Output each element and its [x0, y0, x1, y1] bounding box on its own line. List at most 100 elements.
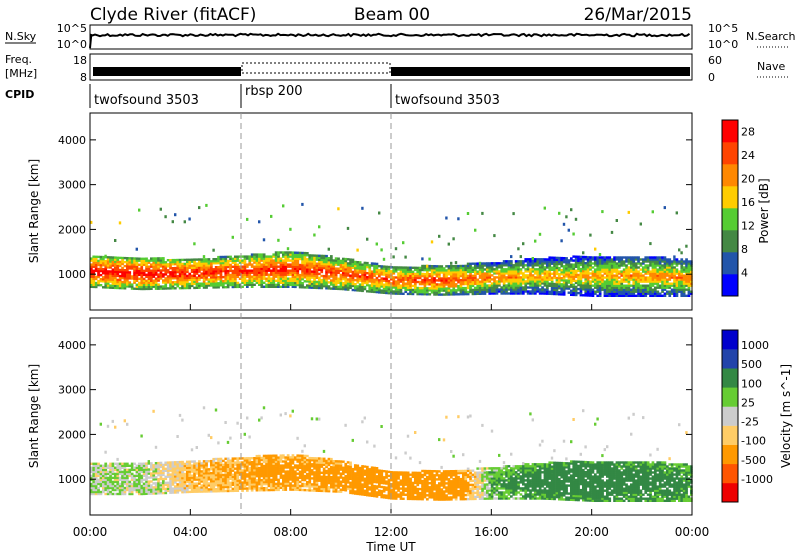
range-gate-cell — [212, 286, 216, 289]
range-gate-cell — [625, 292, 628, 295]
range-gate-cell — [157, 463, 160, 467]
range-gate-cell — [303, 276, 307, 279]
range-gate-cell — [135, 247, 138, 251]
range-gate-cell — [210, 284, 213, 287]
range-gate-cell — [682, 290, 686, 293]
range-gate-cell — [270, 456, 273, 459]
range-gate-cell — [670, 274, 674, 277]
range-gate-cell — [358, 271, 362, 274]
range-gate-cell — [171, 267, 175, 270]
range-gate-cell — [294, 269, 297, 272]
range-gate-cell — [90, 470, 93, 474]
range-gate-cell — [416, 292, 420, 296]
range-gate-cell — [176, 283, 180, 286]
range-gate-cell — [272, 269, 276, 272]
range-gate-cell — [114, 476, 117, 480]
range-gate-cell — [94, 267, 98, 271]
range-gate-cell — [685, 272, 688, 275]
range-gate-cell — [207, 476, 211, 479]
range-gate-cell — [428, 267, 432, 270]
range-gate-cell — [90, 484, 93, 488]
range-gate-cell — [562, 261, 566, 264]
range-gate-cell — [330, 269, 333, 272]
range-gate-cell — [111, 468, 115, 472]
range-gate-cell — [510, 282, 513, 285]
range-gate-cell — [687, 292, 691, 295]
range-gate-cell — [538, 232, 542, 236]
range-gate-cell — [183, 268, 187, 272]
range-gate-cell — [620, 282, 624, 285]
range-gate-cell — [630, 266, 633, 269]
range-gate-cell — [267, 480, 271, 484]
range-gate-cell — [481, 278, 484, 281]
range-gate-cell — [416, 290, 420, 294]
range-gate-cell — [111, 272, 115, 275]
range-gate-cell — [582, 261, 585, 265]
range-gate-cell — [421, 293, 424, 296]
range-gate-cell — [613, 276, 616, 279]
range-gate-cell — [507, 292, 511, 295]
range-gate-cell — [102, 264, 105, 267]
range-gate-cell — [440, 287, 444, 290]
range-gate-cell — [627, 286, 631, 289]
range-gate-cell — [550, 260, 554, 263]
range-gate-cell — [584, 294, 588, 297]
range-gate-cell — [313, 274, 316, 277]
range-gate-cell — [627, 294, 631, 297]
range-gate-cell — [291, 263, 295, 266]
range-gate-cell — [282, 269, 285, 272]
range-gate-cell — [565, 215, 568, 219]
range-gate-cell — [318, 256, 321, 259]
range-gate-cell — [375, 276, 379, 280]
range-gate-cell — [159, 487, 163, 491]
range-gate-cell — [262, 476, 266, 480]
range-gate-cell — [236, 459, 240, 462]
range-gate-cell — [438, 273, 441, 276]
range-gate-cell — [322, 256, 326, 260]
range-gate-cell — [457, 293, 460, 296]
range-gate-cell — [207, 474, 211, 477]
range-gate-cell — [538, 272, 542, 275]
range-gate-cell — [114, 274, 117, 277]
range-gate-cell — [198, 466, 201, 469]
range-gate-cell — [94, 265, 98, 269]
range-gate-cell — [361, 289, 364, 293]
range-gate-cell — [97, 478, 100, 482]
range-gate-cell — [128, 273, 132, 276]
range-gate-cell — [200, 484, 204, 487]
range-gate-cell — [241, 465, 244, 468]
range-gate-cell — [202, 286, 206, 289]
range-gate-cell — [570, 285, 573, 288]
range-gate-cell — [226, 475, 230, 479]
range-gate-cell — [318, 280, 321, 284]
range-gate-cell — [505, 272, 508, 275]
range-gate-cell — [226, 479, 230, 483]
range-gate-cell — [274, 269, 278, 272]
range-gate-cell — [474, 288, 477, 292]
range-gate-cell — [106, 472, 110, 476]
range-gate-cell — [322, 285, 326, 288]
range-gate-cell — [200, 266, 204, 269]
range-gate-cell — [154, 484, 158, 487]
range-gate-cell — [402, 282, 405, 285]
range-gate-cell — [121, 472, 124, 476]
range-gate-cell — [231, 487, 235, 491]
range-gate-cell — [526, 278, 530, 281]
range-gate-cell — [510, 274, 513, 277]
range-gate-cell — [466, 268, 470, 272]
range-gate-cell — [128, 484, 132, 488]
range-gate-cell — [190, 448, 194, 452]
range-gate-cell — [154, 462, 158, 465]
range-gate-cell — [349, 286, 352, 289]
range-gate-cell — [543, 266, 547, 269]
range-gate-cell — [130, 464, 134, 467]
range-gate-cell — [457, 264, 460, 268]
range-gate-cell — [596, 266, 600, 269]
range-gate-cell — [219, 457, 223, 461]
range-gate-cell — [121, 466, 124, 469]
range-gate-cell — [176, 467, 180, 470]
range-gate-cell — [282, 204, 285, 208]
range-gate-cell — [416, 288, 420, 292]
range-gate-cell — [138, 480, 141, 484]
range-gate-cell — [404, 284, 408, 287]
